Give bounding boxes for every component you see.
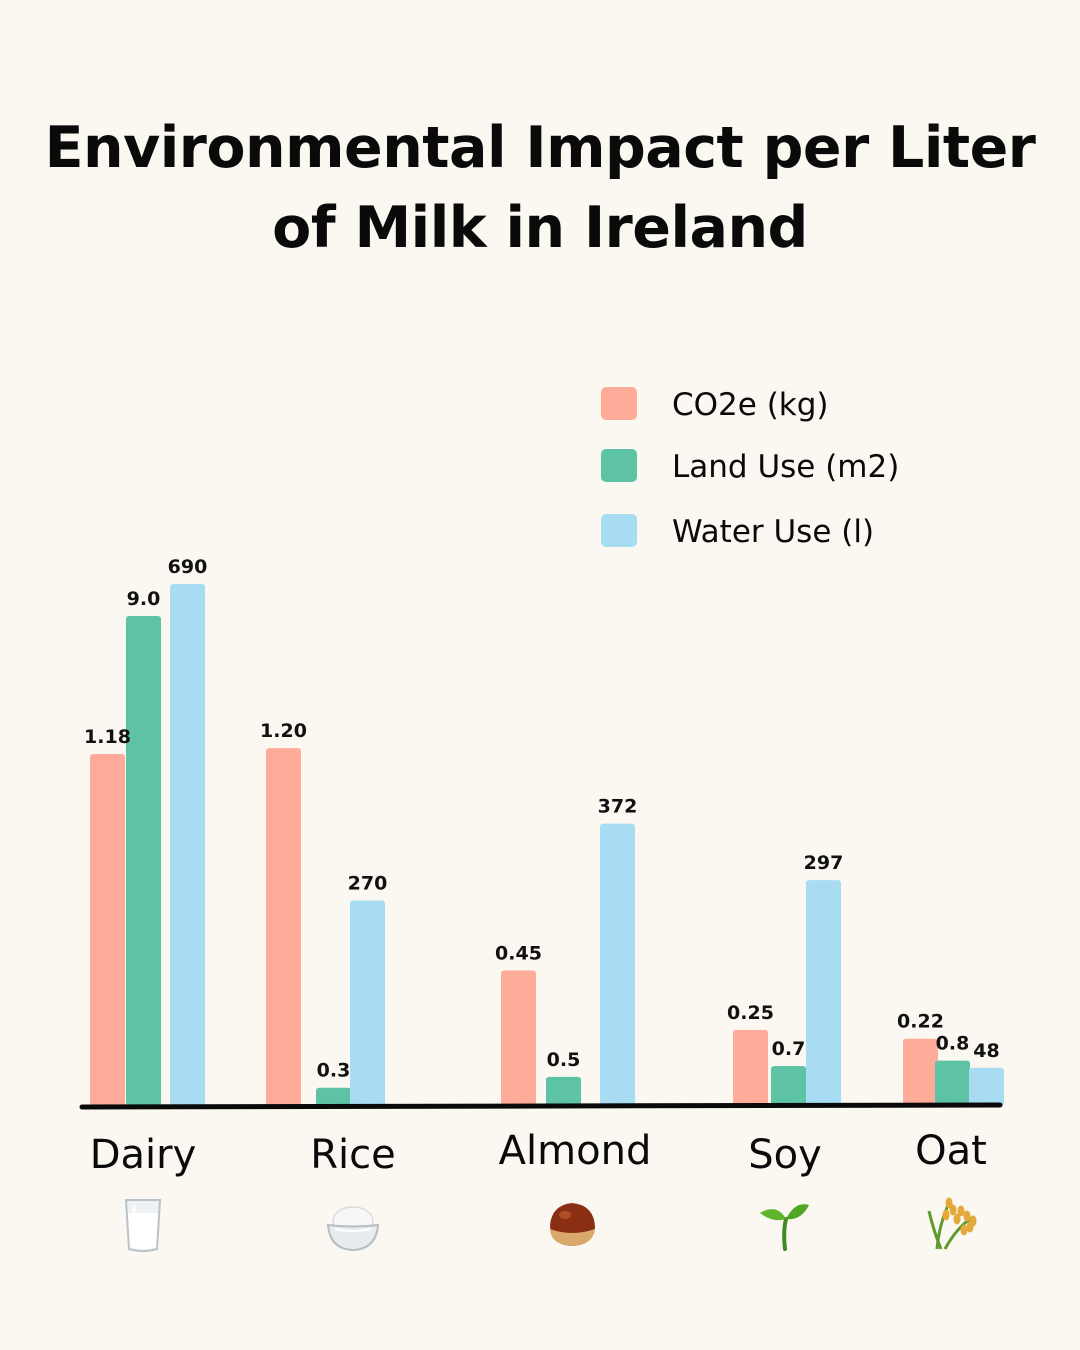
value-label-soy-series-1: 0.7 xyxy=(772,1038,806,1060)
x-axis-line xyxy=(79,1102,1003,1110)
category-label-dairy: Dairy xyxy=(90,1132,197,1178)
category-label-rice: Rice xyxy=(310,1132,396,1178)
bar-soy-series-1 xyxy=(771,1066,806,1106)
legend-swatch-0 xyxy=(601,387,637,420)
bar-oat-series-1 xyxy=(935,1060,970,1106)
rice-bowl-icon xyxy=(326,1206,380,1252)
category-label-soy: Soy xyxy=(748,1132,822,1178)
bar-rice-series-2 xyxy=(350,900,385,1106)
milk-glass-icon xyxy=(124,1199,162,1252)
value-label-rice-series-2: 270 xyxy=(348,873,388,895)
value-label-rice-series-1: 0.3 xyxy=(317,1060,351,1082)
value-label-almond-series-1: 0.5 xyxy=(547,1049,581,1071)
bar-oat-series-0 xyxy=(903,1038,938,1106)
bar-almond-series-1 xyxy=(546,1076,581,1106)
bar-soy-series-0 xyxy=(733,1029,768,1106)
chart-title: Environmental Impact per Liter of Milk i… xyxy=(44,115,1036,261)
bar-oat-series-2 xyxy=(969,1067,1004,1106)
value-label-oat-series-2: 48 xyxy=(973,1040,999,1062)
grain-sheaf-icon xyxy=(927,1197,977,1250)
value-label-oat-series-1: 0.8 xyxy=(936,1033,970,1055)
category-icons-group xyxy=(124,1197,977,1252)
bar-dairy-series-2 xyxy=(170,584,205,1106)
legend-swatch-2 xyxy=(601,514,637,547)
value-label-dairy-series-2: 690 xyxy=(168,556,208,578)
value-label-soy-series-0: 0.25 xyxy=(727,1002,774,1024)
value-label-oat-series-0: 0.22 xyxy=(897,1011,944,1033)
legend-swatch-1 xyxy=(601,449,637,482)
bar-almond-series-0 xyxy=(501,970,536,1106)
seedling-icon xyxy=(760,1204,809,1251)
bar-rice-series-0 xyxy=(266,748,301,1106)
bar-rice-series-1 xyxy=(316,1087,351,1106)
value-label-dairy-series-0: 1.18 xyxy=(84,726,131,748)
category-label-almond: Almond xyxy=(499,1128,652,1174)
bar-dairy-series-1 xyxy=(126,616,161,1106)
category-labels-group: Dairy Rice Almond Soy Oat xyxy=(90,1128,987,1178)
legend-label-1: Land Use (m2) xyxy=(672,449,899,485)
legend: CO2e (kg) Land Use (m2) Water Use (l) xyxy=(601,387,899,550)
value-label-soy-series-2: 297 xyxy=(804,852,844,874)
bar-almond-series-2 xyxy=(600,823,635,1106)
category-label-oat: Oat xyxy=(915,1128,987,1174)
chestnut-icon xyxy=(550,1203,595,1246)
value-label-almond-series-0: 0.45 xyxy=(495,943,542,965)
value-label-rice-series-0: 1.20 xyxy=(260,720,307,742)
legend-label-0: CO2e (kg) xyxy=(672,387,829,423)
legend-label-2: Water Use (l) xyxy=(672,514,874,550)
bar-soy-series-2 xyxy=(806,880,841,1106)
value-label-dairy-series-1: 9.0 xyxy=(127,588,161,610)
bars-group xyxy=(90,584,1004,1106)
value-labels-group: 1.18 9.0 690 1.20 0.3 270 0.45 0.5 372 0.25 0.7 297… xyxy=(84,556,1000,1082)
value-label-almond-series-2: 372 xyxy=(598,796,638,818)
bar-dairy-series-0 xyxy=(90,754,125,1106)
